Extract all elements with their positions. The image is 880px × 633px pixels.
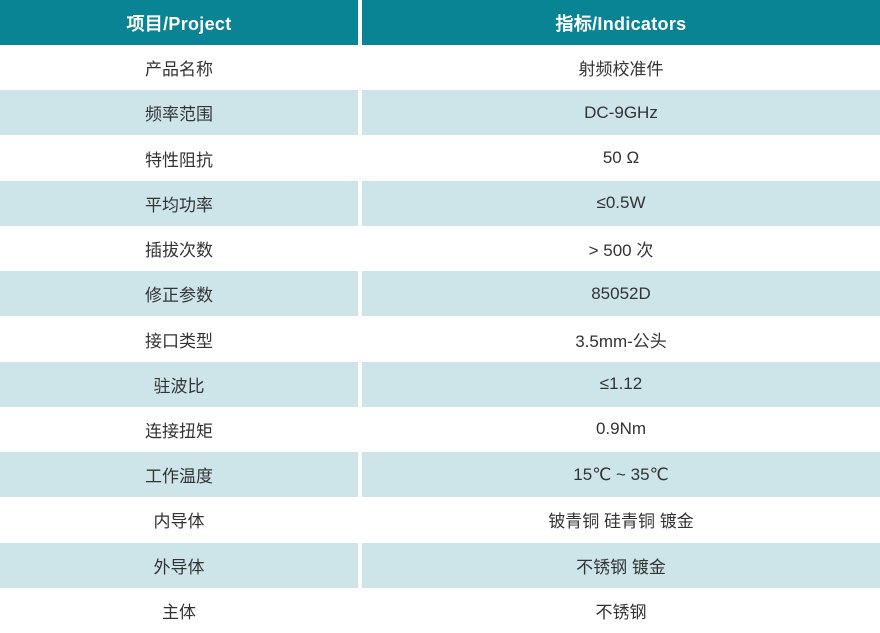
row-value-cell: 0.9Nm — [362, 406, 880, 453]
table-header-row: 项目/Project 指标/Indicators — [0, 0, 880, 45]
row-value-cell: 射频校准件 — [362, 45, 880, 91]
row-value-cell: 不锈钢 — [362, 587, 880, 633]
row-label-cell: 工作温度 — [0, 452, 358, 498]
table-row: 修正参数 85052D — [0, 271, 880, 317]
table-row: 平均功率 ≤0.5W — [0, 180, 880, 226]
row-label-cell: 接口类型 — [0, 316, 358, 362]
row-label-cell: 外导体 — [0, 542, 358, 588]
row-value-cell: 3.5mm-公头 — [362, 316, 880, 362]
row-label-cell: 产品名称 — [0, 45, 358, 91]
table-row: 内导体 铍青铜 硅青铜 镀金 — [0, 497, 880, 543]
table-row: 工作温度 15℃ ~ 35℃ — [0, 452, 880, 498]
row-value-cell: 50 Ω — [362, 135, 880, 181]
table-row: 连接扭矩 0.9Nm — [0, 406, 880, 453]
table-row: 特性阻抗 50 Ω — [0, 135, 880, 181]
table-row: 主体 不锈钢 — [0, 587, 880, 633]
row-label-cell: 特性阻抗 — [0, 135, 358, 181]
row-label-cell: 连接扭矩 — [0, 406, 358, 453]
table-body: 产品名称 射频校准件 频率范围 DC-9GHz 特性阻抗 50 Ω 平均功率 ≤… — [0, 45, 880, 633]
row-value-cell: > 500 次 — [362, 225, 880, 272]
table-row: 驻波比 ≤1.12 — [0, 361, 880, 407]
row-value-cell: ≤1.12 — [362, 361, 880, 407]
row-value-cell: 铍青铜 硅青铜 镀金 — [362, 497, 880, 543]
row-label-cell: 内导体 — [0, 497, 358, 543]
table-row: 外导体 不锈钢 镀金 — [0, 542, 880, 588]
row-value-cell: 不锈钢 镀金 — [362, 542, 880, 588]
row-label-cell: 驻波比 — [0, 361, 358, 407]
row-label-cell: 修正参数 — [0, 271, 358, 317]
row-label-cell: 主体 — [0, 587, 358, 633]
row-value-cell: ≤0.5W — [362, 180, 880, 226]
row-value-cell: 15℃ ~ 35℃ — [362, 452, 880, 498]
row-value-cell: 85052D — [362, 271, 880, 317]
row-label-cell: 平均功率 — [0, 180, 358, 226]
row-label-cell: 插拔次数 — [0, 225, 358, 272]
header-cell-indicators: 指标/Indicators — [362, 0, 880, 45]
table-row: 接口类型 3.5mm-公头 — [0, 316, 880, 362]
row-value-cell: DC-9GHz — [362, 90, 880, 136]
table-row: 频率范围 DC-9GHz — [0, 90, 880, 136]
row-label-cell: 频率范围 — [0, 90, 358, 136]
table-row: 插拔次数 > 500 次 — [0, 225, 880, 272]
table-row: 产品名称 射频校准件 — [0, 45, 880, 91]
header-cell-project: 项目/Project — [0, 0, 358, 45]
